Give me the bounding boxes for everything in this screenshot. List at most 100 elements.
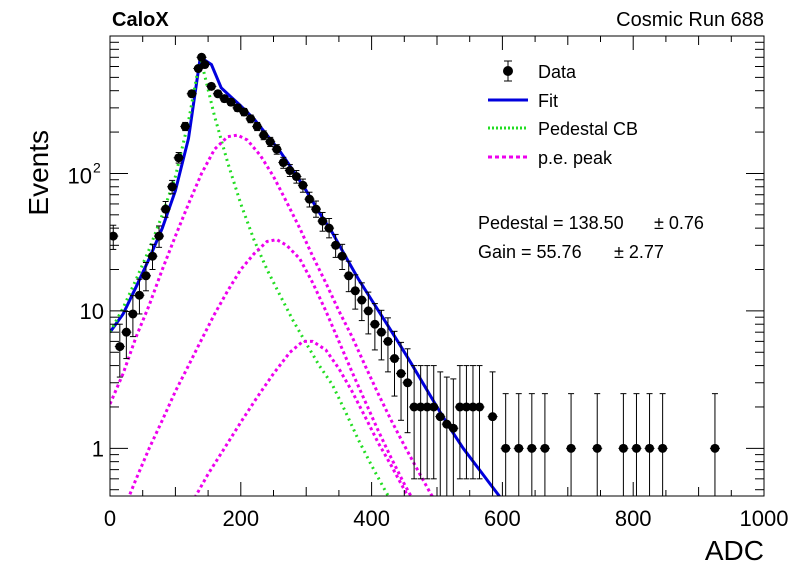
- data-point: [232, 103, 243, 113]
- data-point: [709, 393, 720, 496]
- data-point: [592, 393, 603, 496]
- data-marker: [658, 443, 668, 453]
- data-marker: [357, 295, 367, 305]
- data-point: [291, 170, 302, 184]
- data-marker: [435, 412, 445, 422]
- data-marker: [631, 443, 641, 453]
- data-marker: [167, 182, 177, 192]
- data-point: [324, 218, 335, 239]
- data-point: [278, 156, 289, 169]
- data-marker: [461, 402, 471, 412]
- legend-label-fit: Fit: [538, 91, 558, 111]
- data-marker: [363, 306, 373, 316]
- fit-results: Pedestal = 138.50 ± 0.76 Gain = 55.76 ± …: [478, 213, 704, 262]
- data-marker: [161, 204, 171, 214]
- data-point: [317, 211, 328, 232]
- data-marker: [645, 443, 655, 453]
- data-marker: [429, 402, 439, 412]
- data-point: [376, 309, 387, 361]
- data-marker: [710, 443, 720, 453]
- data-point: [644, 393, 655, 496]
- data-marker: [468, 402, 478, 412]
- data-marker: [514, 443, 524, 453]
- data-marker: [311, 204, 321, 214]
- gain-value: Gain = 55.76: [478, 242, 582, 262]
- legend-label-data: Data: [538, 62, 577, 82]
- data-marker: [206, 81, 216, 91]
- x-tick-label: 400: [353, 506, 390, 531]
- data-marker: [389, 354, 399, 364]
- data-marker: [200, 60, 210, 70]
- data-point: [284, 164, 295, 178]
- pedestal-value: Pedestal = 138.50: [478, 213, 624, 233]
- data-point: [382, 317, 393, 373]
- y-tick-label: 10: [68, 163, 92, 188]
- legend-label-pe-peak: p.e. peak: [538, 148, 613, 168]
- data-marker: [318, 216, 328, 226]
- data-marker: [344, 271, 354, 281]
- data-marker: [128, 309, 138, 319]
- data-point: [369, 303, 380, 351]
- data-point: [343, 260, 354, 293]
- data-point: [402, 348, 413, 434]
- data-point: [245, 114, 256, 124]
- data-marker: [448, 423, 458, 433]
- data-marker: [246, 114, 256, 124]
- data-point: [337, 243, 348, 271]
- pedestal-cb-line: [110, 55, 391, 496]
- x-tick-label: 0: [104, 506, 116, 531]
- data-point: [448, 378, 459, 496]
- data-point: [461, 365, 472, 480]
- data-point: [311, 200, 322, 218]
- pe-peak-line: [194, 339, 410, 496]
- data-point: [252, 121, 263, 132]
- data-marker: [501, 443, 511, 453]
- data-point: [127, 295, 138, 338]
- data-point: [140, 261, 151, 292]
- y-axis-title: Events: [23, 130, 54, 216]
- y-tick-label-exponent: 2: [93, 159, 101, 175]
- data-marker: [324, 223, 334, 233]
- data-point: [526, 393, 537, 496]
- data-marker: [252, 121, 262, 131]
- data-marker: [488, 412, 498, 422]
- data-marker: [285, 166, 295, 176]
- data-point: [513, 393, 524, 496]
- x-tick-label: 600: [484, 506, 521, 531]
- data-marker: [110, 231, 118, 241]
- data-point: [657, 393, 668, 496]
- legend-data-marker: [503, 60, 513, 82]
- x-tick-label: 800: [615, 506, 652, 531]
- run-label: Cosmic Run 688: [616, 9, 764, 31]
- data-marker: [350, 286, 360, 296]
- data-marker: [259, 130, 269, 140]
- data-point: [618, 393, 629, 496]
- data-point: [147, 243, 158, 271]
- data-marker: [442, 419, 452, 429]
- data-marker: [527, 443, 537, 453]
- data-marker: [383, 336, 393, 346]
- data-point: [134, 278, 145, 315]
- data-point: [487, 371, 498, 496]
- data-marker: [265, 137, 275, 147]
- data-marker: [291, 172, 301, 182]
- data-point: [196, 52, 207, 62]
- data-point: [454, 365, 465, 480]
- data-marker: [403, 378, 413, 388]
- data-marker: [337, 251, 347, 261]
- x-tick-label: 1000: [740, 506, 789, 531]
- data-point: [121, 310, 132, 360]
- data-point: [500, 393, 511, 496]
- data-point: [389, 330, 400, 397]
- experiment-label: CaloX: [112, 9, 169, 31]
- data-marker: [134, 290, 144, 300]
- x-axis-title: ADC: [705, 535, 764, 566]
- data-point: [539, 393, 550, 496]
- data-marker: [272, 144, 282, 154]
- data-point: [186, 89, 197, 99]
- y-tick-label: 10: [80, 299, 104, 324]
- data-point: [363, 291, 374, 335]
- data-marker: [540, 443, 550, 453]
- data-point: [396, 341, 407, 421]
